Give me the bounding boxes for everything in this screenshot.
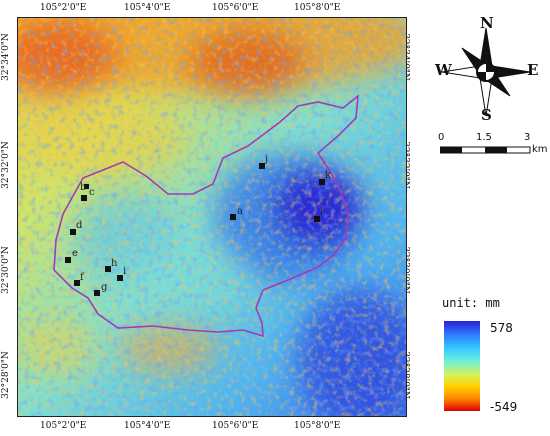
compass-east: E bbox=[527, 61, 539, 79]
deformation-raster: a b c d e f g h i j k l bbox=[18, 18, 406, 416]
left-coord-2: 32°32'0"N bbox=[0, 141, 11, 189]
compass-south: S bbox=[481, 106, 492, 124]
scale-unit: km bbox=[532, 144, 548, 155]
left-coord-1: 32°34'0"N bbox=[0, 33, 11, 81]
scale-label-0: 0 bbox=[438, 132, 445, 143]
label-h: h bbox=[111, 258, 118, 269]
bottom-coord-3: 105°6'0"E bbox=[212, 421, 259, 431]
deformation-map[interactable]: a b c d e f g h i j k l bbox=[17, 17, 407, 417]
label-d: d bbox=[76, 220, 83, 231]
scale-label-1: 1.5 bbox=[476, 132, 492, 143]
compass-rose-icon bbox=[441, 27, 531, 117]
bottom-coord-4: 105°8'0"E bbox=[294, 421, 341, 431]
label-a: a bbox=[237, 206, 243, 217]
label-f: f bbox=[80, 272, 85, 283]
point-k bbox=[319, 179, 325, 185]
point-f bbox=[74, 280, 80, 286]
top-coord-3: 105°6'0"E bbox=[212, 3, 259, 13]
point-b bbox=[81, 195, 87, 201]
legend-max: 578 bbox=[490, 321, 513, 335]
label-j: j bbox=[264, 154, 268, 165]
scale-label-2: 3 bbox=[524, 132, 531, 143]
study-area-boundary bbox=[53, 94, 359, 338]
label-l: l bbox=[320, 207, 323, 218]
point-d bbox=[70, 229, 76, 235]
legend-min: -549 bbox=[490, 400, 518, 414]
bottom-coord-2: 105°4'0"E bbox=[124, 421, 171, 431]
label-k: k bbox=[325, 170, 332, 181]
point-e bbox=[65, 257, 71, 263]
point-g bbox=[94, 290, 100, 296]
legend-title: unit: mm bbox=[442, 296, 500, 310]
point-c bbox=[84, 184, 89, 189]
point-l bbox=[314, 216, 320, 222]
top-coord-1: 105°2'0"E bbox=[40, 3, 87, 13]
north-arrow: N S W E bbox=[432, 14, 540, 126]
label-g: g bbox=[101, 282, 108, 293]
scale-bar: 0 1.5 3 km bbox=[438, 132, 548, 162]
label-e: e bbox=[72, 248, 78, 259]
top-coord-4: 105°8'0"E bbox=[294, 3, 341, 13]
bottom-coord-1: 105°2'0"E bbox=[40, 421, 87, 431]
left-coord-4: 32°28'0"N bbox=[0, 351, 11, 399]
label-i: i bbox=[123, 266, 126, 277]
scale-bar-graphic bbox=[440, 146, 531, 154]
left-coord-3: 32°30'0"N bbox=[0, 246, 11, 294]
point-a bbox=[230, 214, 236, 220]
point-h bbox=[105, 266, 111, 272]
top-coord-2: 105°4'0"E bbox=[124, 3, 171, 13]
point-i bbox=[117, 275, 123, 281]
label-b: b bbox=[80, 182, 86, 193]
point-j bbox=[259, 163, 265, 169]
label-c: c bbox=[89, 187, 95, 198]
compass-west: W bbox=[435, 61, 452, 79]
survey-points bbox=[65, 163, 325, 296]
legend-color-ramp bbox=[444, 321, 480, 411]
compass-north: N bbox=[480, 14, 494, 32]
